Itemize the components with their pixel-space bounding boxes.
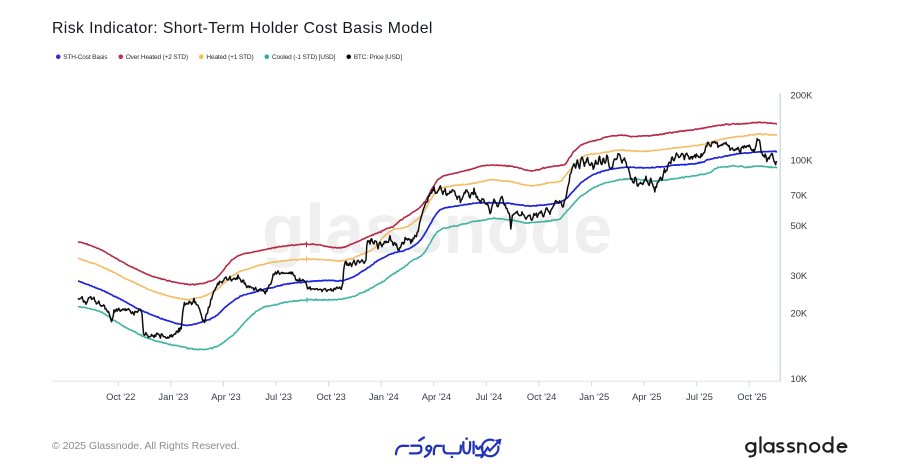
svg-text:30K: 30K <box>791 270 808 281</box>
svg-text:200K: 200K <box>791 89 814 100</box>
svg-text:100K: 100K <box>791 155 814 166</box>
svg-text:Apr '24: Apr '24 <box>422 391 451 402</box>
svg-text:Apr '23: Apr '23 <box>211 391 240 402</box>
svg-text:70K: 70K <box>791 189 808 200</box>
svg-text:Oct '25: Oct '25 <box>737 391 766 402</box>
svg-text:10K: 10K <box>791 373 808 384</box>
svg-text:Jan '23: Jan '23 <box>158 391 188 402</box>
svg-text:Oct '24: Oct '24 <box>527 391 556 402</box>
svg-text:Oct '22: Oct '22 <box>106 391 135 402</box>
svg-text:50K: 50K <box>791 220 808 231</box>
svg-text:Jan '25: Jan '25 <box>579 391 609 402</box>
svg-text:Jul '25: Jul '25 <box>686 391 713 402</box>
svg-text:20K: 20K <box>791 308 808 319</box>
svg-text:Apr '25: Apr '25 <box>632 391 661 402</box>
svg-text:Jul '23: Jul '23 <box>265 391 292 402</box>
svg-text:Oct '23: Oct '23 <box>316 391 345 402</box>
svg-text:Jan '24: Jan '24 <box>369 391 399 402</box>
svg-text:Jul '24: Jul '24 <box>476 391 503 402</box>
